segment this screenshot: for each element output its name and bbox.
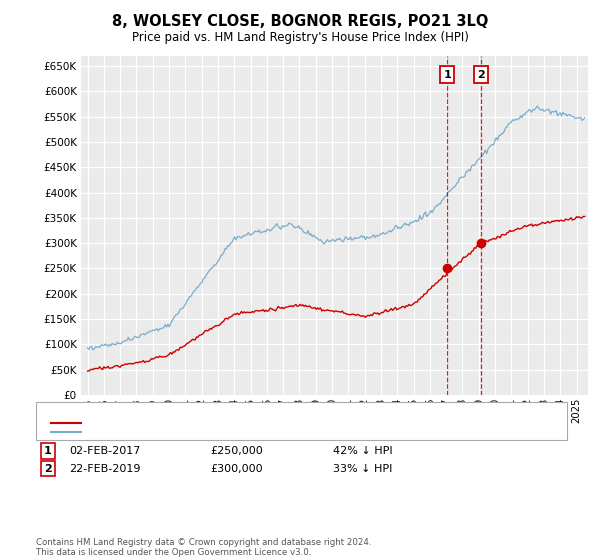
Text: £250,000: £250,000 [210, 446, 263, 456]
Text: Contains HM Land Registry data © Crown copyright and database right 2024.
This d: Contains HM Land Registry data © Crown c… [36, 538, 371, 557]
Text: 1: 1 [44, 446, 52, 456]
Text: 42% ↓ HPI: 42% ↓ HPI [333, 446, 392, 456]
Text: 2: 2 [477, 69, 485, 80]
Text: HPI: Average price, detached house, Arun: HPI: Average price, detached house, Arun [84, 427, 302, 437]
Text: 33% ↓ HPI: 33% ↓ HPI [333, 464, 392, 474]
Text: 22-FEB-2019: 22-FEB-2019 [69, 464, 140, 474]
Text: 1: 1 [443, 69, 451, 80]
Text: 2: 2 [44, 464, 52, 474]
Text: Price paid vs. HM Land Registry's House Price Index (HPI): Price paid vs. HM Land Registry's House … [131, 31, 469, 44]
Text: 8, WOLSEY CLOSE, BOGNOR REGIS, PO21 3LQ: 8, WOLSEY CLOSE, BOGNOR REGIS, PO21 3LQ [112, 14, 488, 29]
Text: 8, WOLSEY CLOSE, BOGNOR REGIS, PO21 3LQ (detached house): 8, WOLSEY CLOSE, BOGNOR REGIS, PO21 3LQ … [84, 418, 419, 428]
Text: £300,000: £300,000 [210, 464, 263, 474]
Text: 02-FEB-2017: 02-FEB-2017 [69, 446, 140, 456]
